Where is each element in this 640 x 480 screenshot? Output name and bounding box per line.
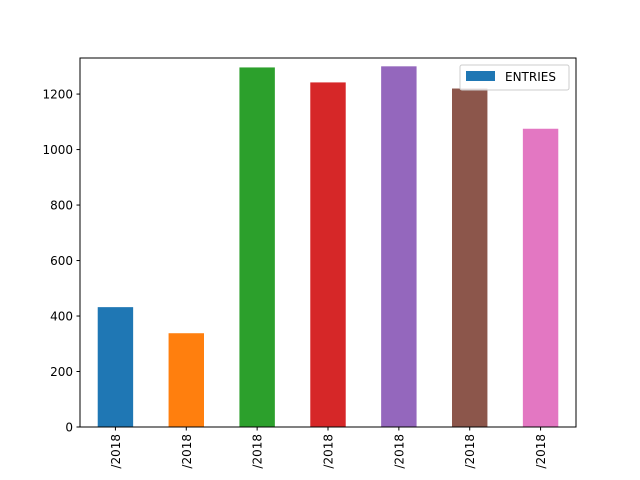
bar-3: [239, 67, 275, 428]
bars-layer: [97, 66, 559, 428]
x-tick-label: /2018: [534, 434, 548, 469]
y-tick-label: 600: [50, 254, 73, 268]
legend: ENTRIES: [459, 64, 570, 91]
x-tick-label: /2018: [463, 434, 477, 469]
bar-4: [310, 82, 346, 427]
bar-1: [97, 307, 134, 427]
bar-5: [381, 66, 417, 428]
axes-frame: [79, 57, 577, 428]
x-tick-label: /2018: [322, 434, 336, 469]
x-tick-label: /2018: [251, 434, 265, 469]
bar-6: [452, 88, 488, 427]
y-axis: 0 200 400 600 800 1000 1200: [42, 88, 80, 435]
bar-7: [522, 128, 559, 428]
x-tick-label: /2018: [180, 434, 194, 469]
legend-label: ENTRIES: [505, 70, 556, 84]
y-tick-label: 200: [50, 365, 73, 379]
y-tick-label: 1000: [42, 143, 73, 157]
legend-swatch: [466, 71, 495, 81]
x-tick-label: /2018: [109, 434, 123, 469]
bar-2: [168, 333, 204, 427]
x-tick-label: /2018: [392, 434, 406, 469]
y-tick-label: 1200: [42, 88, 73, 102]
y-tick-label: 0: [65, 421, 73, 435]
y-tick-label: 400: [50, 310, 73, 324]
y-tick-label: 800: [50, 199, 73, 213]
x-axis: /2018/2018/2018/2018/2018/2018/2018: [109, 427, 548, 469]
